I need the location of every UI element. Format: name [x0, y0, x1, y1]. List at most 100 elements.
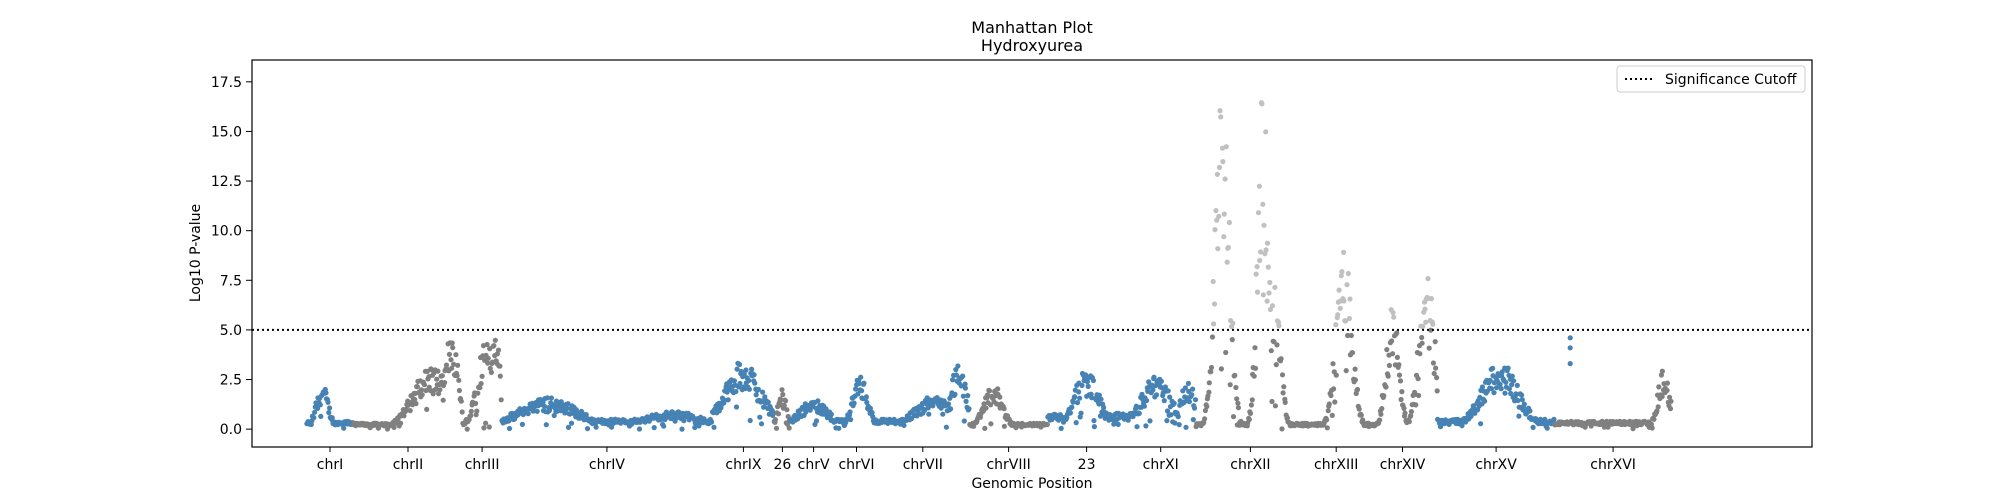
data-point [1191, 405, 1198, 411]
data-point [737, 380, 743, 387]
data-point [1225, 244, 1231, 251]
data-point [1183, 424, 1189, 430]
data-point [1390, 351, 1396, 357]
data-point [1139, 391, 1145, 397]
data-point [1096, 392, 1102, 398]
data-point [1153, 392, 1160, 398]
data-point [1274, 342, 1280, 348]
data-point [1267, 279, 1273, 286]
data-point [1058, 425, 1064, 431]
data-point [758, 421, 765, 427]
data-point [548, 395, 555, 401]
data-point [1390, 310, 1396, 316]
data-point [1261, 222, 1267, 228]
data-point [760, 389, 766, 395]
data-point [475, 390, 481, 396]
data-point [1389, 338, 1395, 344]
data-point [1276, 323, 1282, 329]
data-point [746, 377, 752, 384]
data-point [1227, 382, 1233, 388]
data-point [651, 425, 657, 431]
data-point [492, 337, 498, 343]
data-point [1076, 389, 1082, 395]
data-point [1401, 405, 1407, 411]
data-point [950, 377, 956, 383]
data-point [407, 408, 413, 414]
data-point [1229, 337, 1235, 343]
data-point [1381, 393, 1387, 399]
data-point [487, 365, 493, 371]
data-point [997, 394, 1003, 400]
data-point [1074, 400, 1081, 406]
data-point [519, 421, 526, 427]
data-point [1668, 398, 1674, 404]
data-point [731, 378, 738, 384]
data-point [1341, 298, 1347, 304]
data-point [456, 377, 462, 383]
data-point [1083, 372, 1089, 378]
data-point [1431, 370, 1437, 377]
data-point [1425, 276, 1431, 282]
data-point [1379, 406, 1385, 412]
data-point [1333, 322, 1339, 328]
data-point [1212, 227, 1218, 233]
data-point [863, 394, 870, 400]
data-point [1221, 211, 1227, 217]
data-point [1330, 361, 1336, 367]
data-point [1332, 399, 1338, 405]
data-point [1567, 361, 1573, 367]
data-point [1253, 271, 1259, 277]
data-point [1182, 385, 1188, 391]
data-point [1428, 296, 1435, 302]
data-point [1527, 408, 1533, 414]
data-point [725, 397, 731, 403]
data-point [1499, 369, 1505, 375]
data-point [1272, 403, 1278, 409]
data-point [1339, 269, 1345, 275]
legend: Significance Cutoff [1616, 65, 1806, 93]
data-point [1516, 413, 1522, 419]
data-point [1345, 332, 1351, 339]
data-point [1223, 349, 1229, 356]
data-point [443, 362, 450, 368]
data-point [761, 404, 767, 410]
data-point [847, 409, 853, 415]
data-point [1211, 301, 1218, 307]
data-point [1659, 368, 1665, 374]
data-point [1090, 377, 1096, 384]
data-point [437, 387, 443, 393]
data-point [1215, 246, 1221, 252]
x-axis-label: Genomic Position [971, 476, 1092, 492]
data-point [1218, 366, 1224, 372]
data-point [1208, 364, 1215, 371]
data-point [450, 345, 456, 351]
data-point [1206, 389, 1212, 395]
data-point [965, 393, 971, 399]
data-point [752, 380, 758, 386]
data-point [777, 396, 783, 402]
data-point [325, 399, 331, 405]
data-point [1325, 408, 1331, 414]
data-point [403, 406, 409, 412]
data-point [1408, 409, 1414, 415]
data-point [1654, 408, 1660, 414]
data-point [1333, 372, 1339, 378]
data-point [828, 411, 835, 417]
data-point [484, 341, 490, 348]
data-point [786, 425, 792, 431]
x-tick-label: chrI [317, 457, 343, 473]
legend-cutoff-label: Significance Cutoff [1665, 72, 1797, 88]
data-point [1385, 373, 1391, 379]
data-point [568, 420, 575, 426]
data-point [1567, 345, 1573, 351]
data-point [424, 368, 430, 374]
data-point [1091, 424, 1097, 430]
data-point [1497, 381, 1503, 387]
data-point [1417, 351, 1423, 357]
data-point [1220, 159, 1226, 165]
data-point [901, 422, 907, 428]
data-point [961, 418, 967, 424]
data-point [1659, 394, 1665, 400]
data-point [1211, 321, 1217, 327]
data-point [1278, 356, 1284, 362]
